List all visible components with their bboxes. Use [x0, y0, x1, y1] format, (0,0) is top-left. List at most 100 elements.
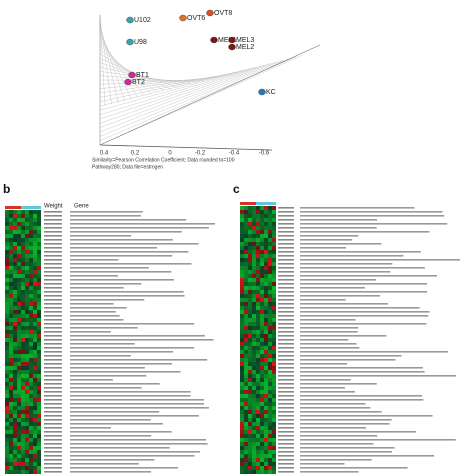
- heat-cell: [29, 390, 33, 394]
- heat-cell: [21, 246, 25, 250]
- heat-cell: [264, 294, 268, 298]
- heat-cell: [5, 406, 9, 410]
- heat-cell: [13, 238, 17, 242]
- heat-cell: [5, 282, 9, 286]
- heat-cell: [9, 458, 13, 462]
- heat-cell: [268, 362, 272, 366]
- heat-cell: [29, 338, 33, 342]
- heat-cell: [13, 282, 17, 286]
- heat-cell: [9, 254, 13, 258]
- weight-text: [44, 275, 62, 277]
- heat-cell: [25, 354, 29, 358]
- heat-cell: [21, 250, 25, 254]
- heat-cell: [240, 454, 244, 458]
- heat-cell: [240, 226, 244, 230]
- gene-text: [70, 467, 178, 469]
- gene-text: [300, 239, 353, 241]
- weight-text: [278, 403, 294, 405]
- heat-cell: [29, 358, 33, 362]
- heat-cell: [13, 326, 17, 330]
- heat-cell: [25, 334, 29, 338]
- heat-cell: [248, 422, 252, 426]
- heat-cell: [17, 294, 21, 298]
- heat-cell: [272, 418, 276, 422]
- weight-text: [44, 339, 62, 341]
- heat-cell: [9, 406, 13, 410]
- heat-cell: [17, 370, 21, 374]
- heat-cell: [25, 286, 29, 290]
- heat-cell: [240, 402, 244, 406]
- heat-cell: [268, 406, 272, 410]
- gene-text: [70, 403, 205, 405]
- heat-cell: [264, 226, 268, 230]
- heat-cell: [13, 342, 17, 346]
- heat-cell: [244, 206, 248, 210]
- gene-text: [70, 395, 191, 397]
- heat-cell: [13, 430, 17, 434]
- heat-cell: [37, 426, 41, 430]
- heat-cell: [37, 434, 41, 438]
- heat-cell: [248, 418, 252, 422]
- weight-text: [278, 263, 294, 265]
- gene-text: [300, 231, 430, 233]
- heat-cell: [248, 334, 252, 338]
- heat-cell: [256, 254, 260, 258]
- gene-text: [70, 215, 141, 217]
- plane-hatch: [99, 76, 218, 89]
- heat-cell: [268, 258, 272, 262]
- heat-cell: [13, 450, 17, 454]
- heat-cell: [5, 378, 9, 382]
- heat-cell: [29, 214, 33, 218]
- heat-cell: [248, 290, 252, 294]
- heat-cell: [260, 322, 264, 326]
- heat-cell: [240, 422, 244, 426]
- heat-cell: [264, 298, 268, 302]
- heat-cell: [21, 382, 25, 386]
- heat-cell: [264, 310, 268, 314]
- heat-cell: [248, 318, 252, 322]
- gene-text: [70, 279, 174, 281]
- gene-text: [70, 323, 195, 325]
- heat-cell: [252, 442, 256, 446]
- weight-text: [278, 283, 294, 285]
- heat-cell: [248, 346, 252, 350]
- heat-cell: [248, 458, 252, 462]
- heat-cell: [244, 454, 248, 458]
- heat-cell: [252, 342, 256, 346]
- weight-text: [44, 231, 62, 233]
- heat-cell: [9, 358, 13, 362]
- heat-cell: [9, 386, 13, 390]
- heat-cell: [13, 418, 17, 422]
- heat-cell: [256, 430, 260, 434]
- heat-cell: [33, 214, 37, 218]
- sample-bar: [13, 206, 17, 209]
- heat-cell: [240, 398, 244, 402]
- heat-cell: [256, 354, 260, 358]
- heat-cell: [240, 262, 244, 266]
- heat-cell: [248, 322, 252, 326]
- heat-cell: [13, 290, 17, 294]
- heat-cell: [252, 306, 256, 310]
- heat-cell: [9, 418, 13, 422]
- sample-label: MEL3: [236, 37, 254, 44]
- weight-text: [278, 219, 294, 221]
- heat-cell: [244, 314, 248, 318]
- heat-cell: [33, 390, 37, 394]
- heat-cell: [33, 302, 37, 306]
- heat-cell: [248, 242, 252, 246]
- heat-cell: [37, 362, 41, 366]
- gene-text: [300, 471, 359, 473]
- heat-cell: [5, 434, 9, 438]
- gene-text: [300, 427, 366, 429]
- heat-cell: [33, 430, 37, 434]
- weight-text: [278, 463, 294, 465]
- heat-cell: [260, 406, 264, 410]
- heat-cell: [29, 330, 33, 334]
- gene-text: [300, 279, 377, 281]
- heat-cell: [9, 450, 13, 454]
- heat-cell: [256, 398, 260, 402]
- heat-cell: [9, 414, 13, 418]
- heat-cell: [252, 318, 256, 322]
- heat-cell: [272, 410, 276, 414]
- heat-cell: [9, 338, 13, 342]
